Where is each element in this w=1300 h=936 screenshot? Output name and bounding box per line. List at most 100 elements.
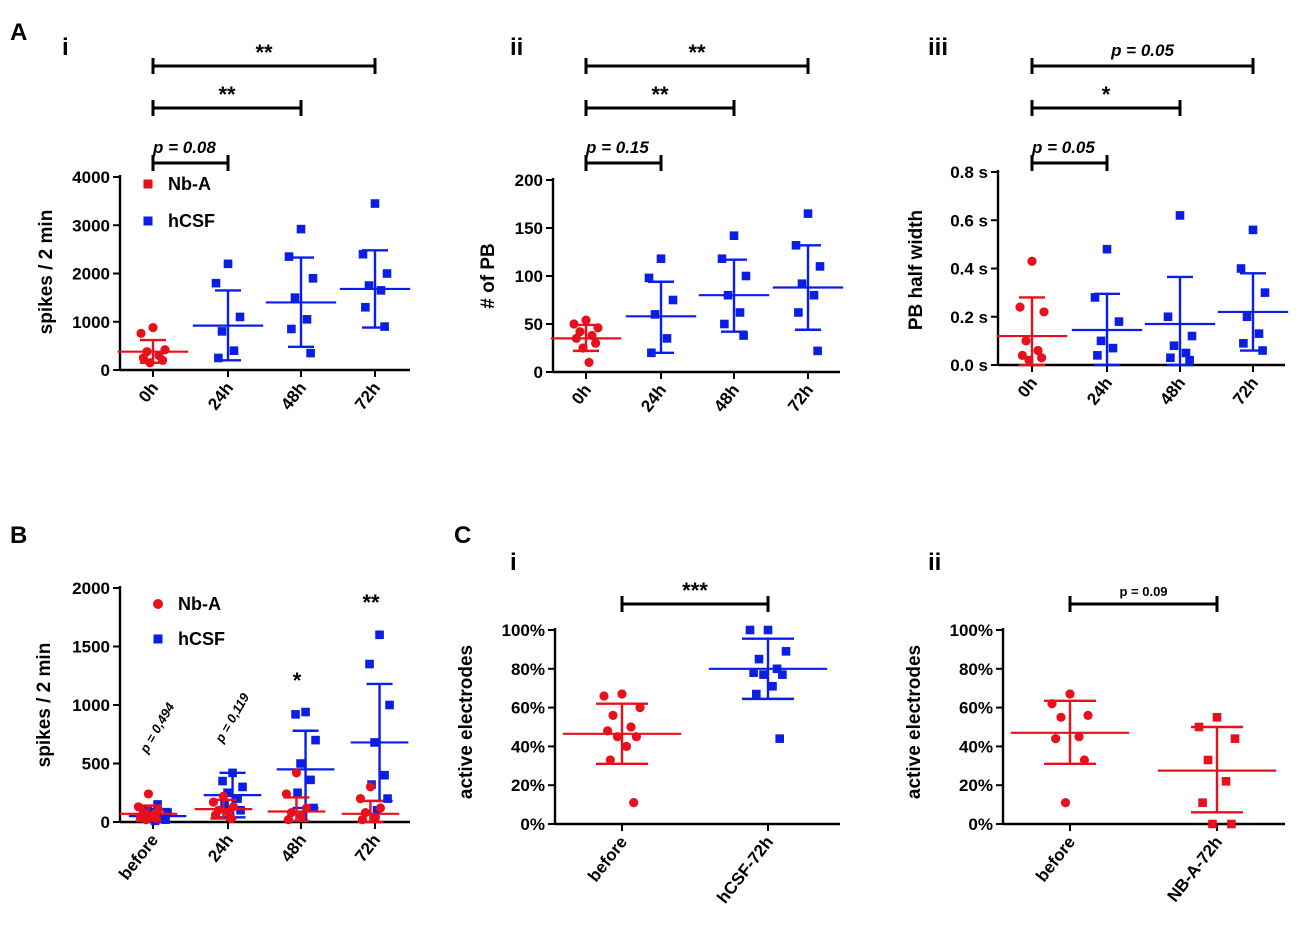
data-point — [296, 759, 305, 768]
significance-bracket — [151, 155, 230, 171]
data-point — [286, 808, 297, 818]
legend-marker — [143, 216, 153, 226]
data-point — [803, 209, 813, 218]
data-point — [1083, 710, 1093, 720]
data-point — [1239, 338, 1248, 348]
data-point — [287, 324, 296, 334]
x-tick-label: 0h — [135, 379, 162, 406]
data-point — [301, 707, 310, 717]
data-point — [357, 815, 368, 825]
data-point — [235, 312, 245, 322]
chart-aii: ii 0 50 100 150 200 # of PB 0h 24h 48h 72h p = 0.15… — [478, 34, 844, 416]
data-point — [210, 810, 221, 820]
y-tick-label: 0.0 s — [950, 356, 988, 375]
data-point — [302, 315, 312, 324]
data-point — [355, 794, 366, 804]
y-tick-label: 50 — [524, 315, 543, 334]
x-tick-label: before — [1032, 833, 1079, 886]
data-point — [291, 768, 302, 778]
y-axis-title: spikes / 2 min — [34, 643, 55, 768]
data-point — [308, 274, 318, 283]
y-tick-label: 0 — [101, 813, 110, 832]
x-tick-label: 0h — [1014, 374, 1041, 401]
panel-sublabel: i — [510, 549, 517, 576]
legend-marker — [153, 634, 163, 644]
data-point — [382, 269, 392, 278]
data-point — [635, 703, 645, 713]
y-tick-label: 1500 — [72, 638, 110, 657]
x-tick-label: 24h — [204, 831, 237, 866]
data-point — [656, 254, 666, 264]
data-point — [739, 331, 748, 340]
data-point — [1060, 798, 1071, 808]
data-point — [1203, 755, 1213, 765]
significance-label: ** — [688, 40, 706, 65]
data-point — [668, 295, 678, 305]
y-tick-label: 40% — [959, 737, 993, 756]
y-tick-label: 200 — [515, 171, 543, 190]
x-tick-label: 48h — [710, 381, 743, 416]
x-tick-label: NB-A-72h — [1163, 833, 1226, 906]
data-point — [1047, 699, 1057, 709]
data-point — [376, 286, 386, 295]
data-point — [163, 808, 172, 817]
significance-bracket — [1068, 596, 1219, 612]
x-tick-label: 48h — [277, 379, 310, 414]
data-point — [1242, 312, 1252, 322]
data-point — [385, 700, 394, 710]
data-point — [813, 346, 822, 356]
x-tick-label: 48h — [277, 831, 310, 866]
data-point — [1212, 713, 1222, 722]
data-point — [361, 302, 370, 312]
data-point — [1037, 353, 1047, 363]
data-point — [311, 735, 320, 745]
data-point — [1051, 734, 1061, 744]
data-point — [781, 647, 791, 656]
data-point — [1039, 307, 1049, 317]
data-point — [612, 732, 623, 742]
data-point — [587, 330, 597, 341]
y-tick-label: 0.8 s — [950, 163, 988, 182]
chart-ai: i 0 1000 2000 3000 4000 spikes / 2 min 0h 24h 48h… — [36, 34, 411, 414]
data-point — [729, 231, 739, 240]
data-point — [1169, 341, 1179, 350]
legend-label: hCSF — [168, 211, 215, 231]
significance-bracket — [151, 100, 303, 116]
data-point — [211, 278, 221, 288]
y-axis-title: active electrodes — [456, 645, 477, 799]
y-tick-label: 20% — [959, 776, 993, 795]
data-point — [208, 797, 219, 807]
data-point — [1194, 722, 1204, 732]
data-point — [296, 811, 307, 821]
significance-label: p = 0.09 — [1119, 584, 1167, 599]
data-point — [723, 290, 733, 300]
y-axis-title: active electrodes — [904, 645, 925, 799]
data-point — [370, 738, 379, 747]
data-point — [1021, 336, 1031, 346]
panel-sublabel: ii — [510, 34, 523, 61]
data-point — [233, 794, 242, 803]
data-point — [236, 806, 245, 815]
data-point — [1166, 353, 1175, 363]
data-point — [1230, 734, 1240, 743]
x-tick-label: 24h — [637, 381, 670, 416]
data-point — [608, 710, 618, 720]
data-point — [375, 803, 386, 813]
data-point — [1187, 331, 1197, 341]
data-point — [591, 338, 601, 348]
data-point — [145, 358, 155, 368]
data-point — [291, 710, 300, 719]
y-axis-title: PB half width — [906, 210, 927, 330]
data-point — [136, 328, 146, 338]
y-tick-label: 500 — [82, 755, 110, 774]
panel-c-letter: C — [454, 522, 471, 549]
data-point — [599, 691, 609, 701]
p-value-annotation: p = 0,494 — [136, 699, 178, 756]
significance-label: p = 0.05 — [1110, 41, 1174, 60]
data-point — [1096, 336, 1106, 346]
data-point — [380, 322, 389, 331]
data-point — [1090, 293, 1100, 302]
y-axis-title: spikes / 2 min — [36, 210, 57, 335]
